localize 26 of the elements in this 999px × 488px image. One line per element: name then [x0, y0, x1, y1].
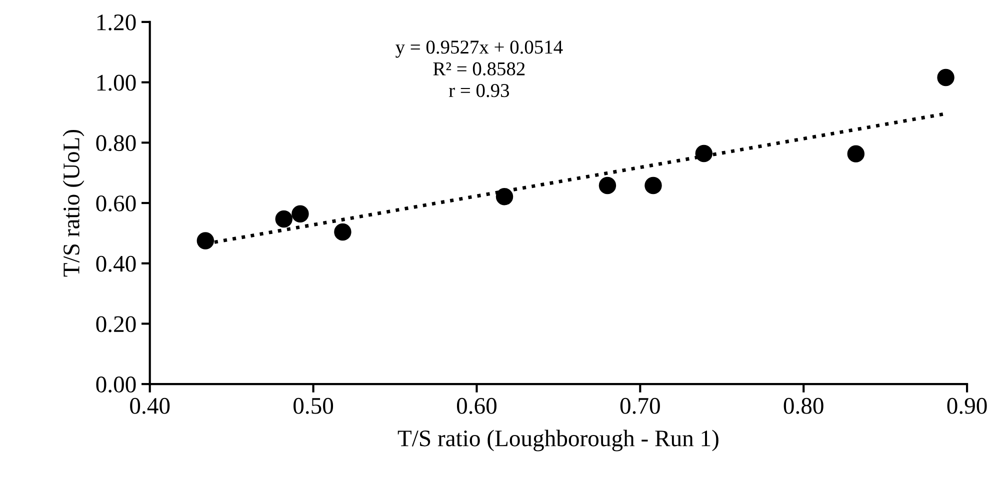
y-axis-title: T/S ratio (UoL) — [62, 130, 84, 277]
x-tick-label: 0.60 — [456, 398, 496, 414]
point — [847, 145, 865, 162]
x-tick-label: 0.80 — [784, 398, 824, 414]
x-tick-label: 0.50 — [294, 398, 334, 414]
y-tick-label: 0.00 — [96, 376, 136, 393]
y-tick-label: 0.40 — [96, 256, 136, 272]
point — [334, 223, 352, 241]
point — [937, 68, 954, 86]
y-tick-label: 0.60 — [96, 196, 136, 212]
point — [695, 144, 713, 162]
x-axis-title: T/S ratio (Loughborough - Run 1) — [398, 430, 718, 452]
y-tick-label: 1.20 — [97, 14, 136, 30]
x-tick-label: 0.90 — [947, 398, 987, 414]
point — [598, 176, 616, 194]
point — [644, 176, 662, 194]
point — [292, 205, 309, 222]
point — [496, 188, 514, 206]
y-tick-label: 0.80 — [96, 135, 136, 152]
y-tick-label: 1.00 — [97, 74, 136, 91]
annotation: y = 0.9527x + 0.0514 R² = 0.8582 r = 0.93 — [396, 40, 563, 98]
point — [275, 210, 292, 228]
point — [196, 232, 214, 250]
y-tick-label: 0.20 — [96, 316, 136, 332]
x-tick-label: 0.40 — [130, 398, 170, 414]
x-tick-label: 0.70 — [620, 398, 660, 414]
